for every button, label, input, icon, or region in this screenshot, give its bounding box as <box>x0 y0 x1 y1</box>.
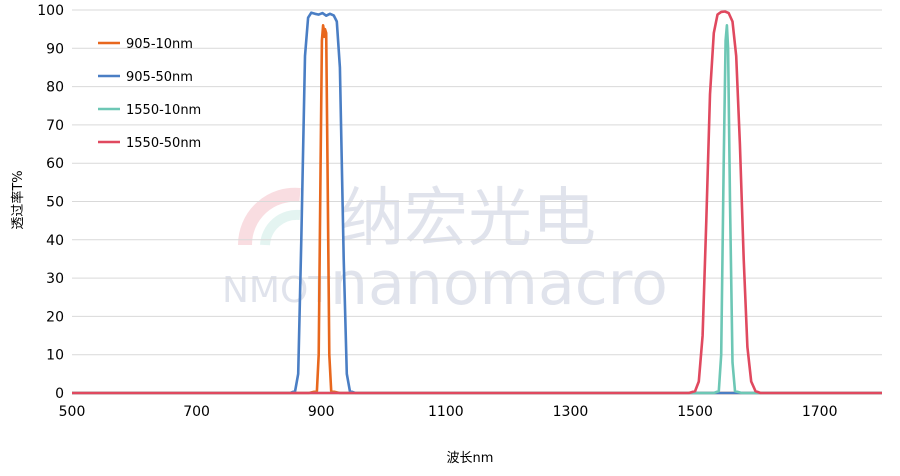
y-tick-label: 0 <box>55 386 64 402</box>
series-line-905-10nm <box>72 24 882 395</box>
legend-label: 905-50nm <box>126 70 193 85</box>
x-axis-label: 波长nm <box>447 451 494 466</box>
watermark-logo-arc-green <box>260 209 301 246</box>
x-tick-label: 500 <box>59 404 86 420</box>
series-line-1550-10nm <box>72 24 882 395</box>
watermark-prefix: NMOT <box>222 270 331 311</box>
series-line-905-50nm <box>72 11 882 395</box>
x-tick-label: 1100 <box>428 404 464 420</box>
x-tick-label: 1500 <box>677 404 713 420</box>
y-tick-label: 70 <box>46 118 64 134</box>
y-axis-label: 透过率T% <box>10 170 26 229</box>
y-tick-label: 100 <box>37 3 64 19</box>
legend-label: 1550-50nm <box>126 136 201 151</box>
series-line-1550-50nm <box>72 10 882 395</box>
x-tick-label: 1300 <box>553 404 589 420</box>
y-tick-label: 40 <box>46 233 64 249</box>
x-tick-label: 700 <box>183 404 210 420</box>
y-tick-label: 50 <box>46 195 64 211</box>
y-tick-label: 60 <box>46 156 64 172</box>
x-tick-label: 900 <box>308 404 335 420</box>
watermark-en: nanomacro <box>330 249 668 319</box>
y-tick-label: 90 <box>46 41 64 57</box>
watermark-logo-arc-red <box>237 187 301 246</box>
y-tick-label: 30 <box>46 271 64 287</box>
watermark-cn: 纳宏光电 <box>340 182 596 256</box>
x-tick-label: 1700 <box>802 404 838 420</box>
y-tick-label: 20 <box>46 309 64 325</box>
y-tick-label: 80 <box>46 80 64 96</box>
watermark: 纳宏光电 NMOT nanomacro <box>222 182 668 319</box>
legend-label: 905-10nm <box>126 37 193 52</box>
y-tick-label: 10 <box>46 348 64 364</box>
legend-label: 1550-10nm <box>126 103 201 118</box>
